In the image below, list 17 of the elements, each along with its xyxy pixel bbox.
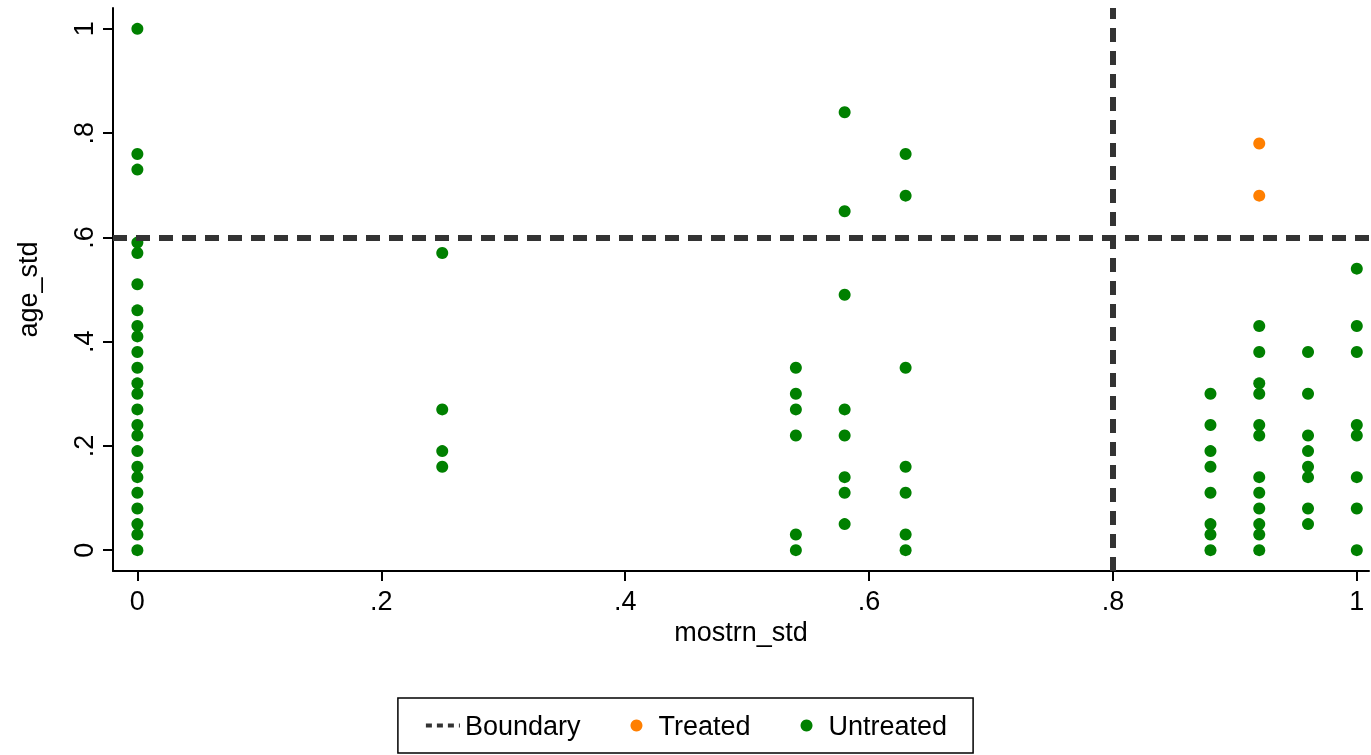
x-tick-label: 0 bbox=[129, 585, 145, 616]
x-tick-label: .2 bbox=[370, 585, 393, 616]
legend-label: Untreated bbox=[828, 710, 948, 741]
legend-label: Treated bbox=[658, 710, 751, 741]
x-tick-label: .8 bbox=[1101, 585, 1125, 616]
y-tick-label: .2 bbox=[68, 434, 99, 458]
y-axis-title: age_std bbox=[12, 241, 43, 338]
legend-label: Boundary bbox=[464, 710, 581, 741]
x-axis-title: mostrn_std bbox=[674, 617, 808, 648]
x-tick-label: 1 bbox=[1349, 585, 1365, 616]
y-tick-label: .8 bbox=[68, 121, 99, 145]
x-tick-label: .6 bbox=[857, 585, 881, 616]
y-tick-label: 1 bbox=[68, 21, 99, 37]
y-tick-label: .6 bbox=[68, 226, 99, 249]
x-tick-label: .4 bbox=[613, 585, 637, 616]
y-tick-label: .4 bbox=[68, 330, 99, 353]
y-tick-label: 0 bbox=[68, 542, 99, 558]
